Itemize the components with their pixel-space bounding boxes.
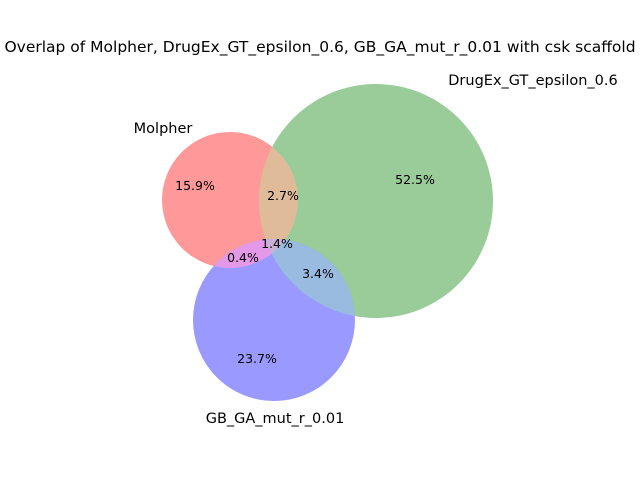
set-label-drugex: DrugEx_GT_epsilon_0.6	[448, 73, 617, 89]
set-label-molpher: Molpher	[134, 121, 193, 137]
region-label-drugex-only: 52.5%	[395, 172, 435, 187]
region-label-all-three: 1.4%	[261, 236, 293, 251]
region-label-molpher-drugex: 2.7%	[267, 188, 299, 203]
region-label-gbga-only: 23.7%	[237, 351, 277, 366]
region-label-molpher-gbga: 0.4%	[227, 250, 259, 265]
chart-title: Overlap of Molpher, DrugEx_GT_epsilon_0.…	[4, 38, 635, 57]
region-drugex-gbga	[259, 239, 355, 318]
region-label-drugex-gbga: 3.4%	[302, 266, 334, 281]
set-label-gbga: GB_GA_mut_r_0.01	[206, 411, 345, 427]
region-label-molpher-only: 15.9%	[175, 178, 215, 193]
